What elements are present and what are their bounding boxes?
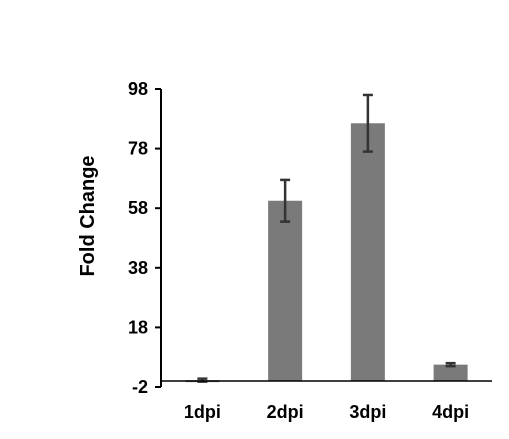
x-tick-label: 2dpi [267,402,304,422]
plot-area: 98 78 58 38 18 -2 1dpi 2dpi 3dpi 4dpi [128,79,492,422]
y-tick-label: 58 [128,198,148,218]
x-tick-label: 1dpi [184,402,221,422]
y-tick-label: 18 [128,317,148,337]
bar [350,123,385,382]
y-tick-label: -2 [132,377,148,397]
bar [433,364,468,382]
x-tick-label: 4dpi [432,402,469,422]
y-tick-label: 98 [128,79,148,99]
y-tick-label: 78 [128,139,148,159]
y-axis-title: Fold Change [77,155,99,276]
bar [268,200,303,382]
x-tick-label: 3dpi [349,402,386,422]
y-tick-label: 38 [128,258,148,278]
